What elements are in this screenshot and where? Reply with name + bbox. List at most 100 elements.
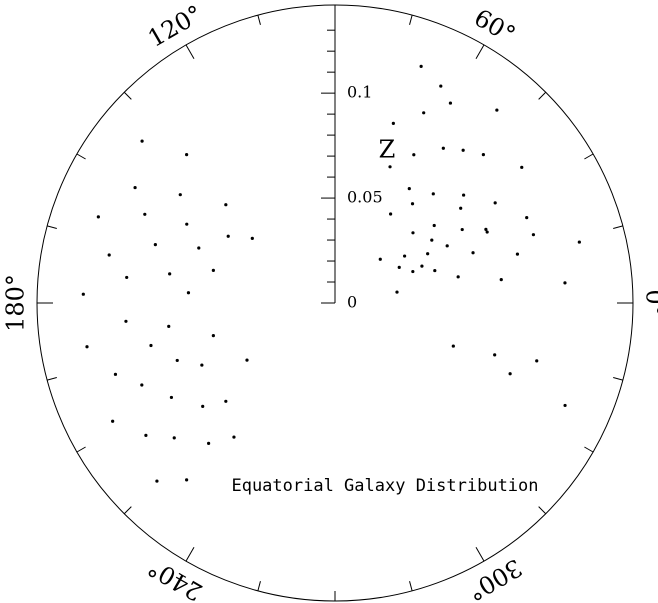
theta-minor-tick [613, 225, 623, 229]
galaxy-point [456, 275, 460, 279]
galaxy-point [378, 257, 382, 261]
theta-minor-tick [47, 377, 57, 381]
galaxy-point [407, 186, 411, 191]
galaxy-point [520, 165, 524, 169]
theta-tick-label: 240° [143, 553, 207, 603]
galaxy-point [124, 319, 128, 323]
theta-tick [475, 44, 485, 60]
galaxy-point [445, 244, 449, 248]
galaxy-point [201, 404, 205, 408]
chart-title: Equatorial Galaxy Distribution [231, 476, 538, 496]
theta-minor-tick [538, 91, 547, 100]
galaxy-point [411, 231, 415, 235]
galaxy-point [499, 278, 503, 282]
galaxy-point [185, 478, 189, 482]
theta-tick-label: 60° [469, 4, 520, 50]
galaxy-point [125, 275, 129, 280]
galaxy-point [232, 435, 236, 439]
galaxy-point [197, 246, 201, 250]
galaxy-point [439, 84, 443, 88]
galaxy-point [484, 227, 488, 232]
galaxy-point [397, 265, 401, 269]
theta-minor-tick [584, 446, 594, 453]
galaxy-point [402, 254, 407, 258]
galaxy-point [448, 101, 453, 105]
galaxy-point [485, 230, 489, 234]
galaxy-point [153, 243, 157, 247]
galaxy-point [525, 216, 529, 220]
galaxy-point [245, 358, 249, 362]
theta-minor-tick [257, 15, 261, 25]
theta-minor-tick [76, 446, 86, 453]
galaxy-point [441, 146, 445, 150]
galaxy-point [535, 359, 539, 363]
galaxy-point [495, 108, 499, 112]
galaxy-point [422, 111, 426, 115]
theta-minor-tick [76, 153, 86, 160]
galaxy-point [563, 281, 567, 285]
theta-minor-tick [123, 91, 132, 100]
galaxy-point [493, 353, 497, 357]
galaxy-point [391, 121, 395, 125]
galaxy-point [167, 324, 171, 328]
galaxy-point [419, 64, 423, 68]
theta-minor-tick [409, 581, 413, 591]
galaxy-point [426, 252, 430, 256]
theta-tick-label: 300° [463, 553, 527, 603]
galaxy-point [211, 268, 215, 273]
theta-minor-tick [409, 15, 413, 25]
galaxy-point [460, 227, 464, 232]
galaxy-point [461, 148, 465, 152]
galaxy-point [149, 343, 153, 348]
galaxy-point [140, 383, 144, 387]
galaxy-point [172, 436, 176, 440]
galaxy-point [185, 153, 189, 157]
galaxy-point [410, 202, 415, 206]
r-tick-label: 0 [347, 293, 357, 312]
galaxy-point [577, 240, 581, 244]
r-axis-label: Z [379, 136, 396, 164]
theta-tick [185, 546, 195, 562]
theta-tick-label: 0° [641, 289, 658, 316]
galaxy-point [96, 215, 100, 219]
galaxy-point [211, 333, 215, 338]
galaxy-point [175, 358, 179, 363]
galaxy-point [451, 344, 455, 348]
galaxy-point [224, 203, 228, 207]
galaxy-point [226, 234, 230, 238]
galaxy-point [430, 238, 434, 242]
r-tick-label: 0.1 [347, 83, 372, 102]
theta-minor-tick [613, 377, 623, 381]
galaxy-point [515, 252, 520, 256]
galaxy-point [433, 268, 437, 273]
galaxy-point [178, 193, 182, 197]
galaxy-point [412, 153, 416, 157]
galaxy-point [395, 290, 399, 294]
galaxy-point [224, 399, 228, 403]
galaxy-point [185, 222, 189, 226]
galaxy-point [143, 212, 147, 216]
theta-tick [475, 546, 485, 562]
galaxy-point [107, 253, 111, 257]
galaxy-point [113, 372, 118, 376]
galaxy-point [432, 223, 436, 228]
galaxy-point [200, 363, 204, 367]
galaxy-point [471, 251, 475, 255]
galaxy-point [133, 185, 137, 190]
galaxy-point [389, 212, 393, 216]
galaxy-point [481, 153, 485, 157]
galaxy-point [85, 345, 89, 349]
galaxy-point [459, 206, 463, 210]
galaxy-point [250, 236, 254, 240]
galaxy-point [462, 193, 466, 197]
galaxy-point [388, 165, 392, 169]
galaxy-point [140, 139, 144, 143]
galaxy-point [563, 403, 567, 408]
galaxy-point [144, 433, 148, 438]
galaxy-point [111, 419, 115, 423]
galaxy-point [431, 192, 435, 196]
theta-minor-tick [584, 153, 594, 160]
galaxy-point [420, 264, 424, 268]
theta-tick-label: 180° [2, 274, 30, 332]
